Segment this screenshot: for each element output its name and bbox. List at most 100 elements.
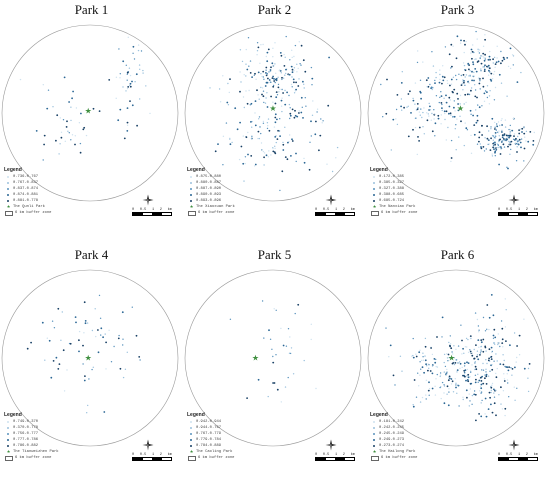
sample-point — [129, 82, 132, 85]
sample-point — [500, 148, 502, 150]
sample-point — [277, 76, 279, 79]
sample-point — [441, 109, 443, 112]
sample-point — [282, 141, 284, 144]
sample-point — [302, 59, 305, 62]
sample-point — [445, 94, 447, 97]
sample-point — [420, 359, 423, 362]
sample-point — [266, 127, 269, 130]
sample-point — [523, 132, 526, 135]
sample-point — [466, 375, 468, 377]
sample-point — [516, 345, 518, 347]
sample-point — [477, 78, 480, 80]
sample-point — [463, 352, 465, 354]
sample-point — [276, 118, 278, 121]
sample-point — [418, 111, 421, 113]
sample-point — [115, 76, 118, 79]
legend-range-label: 0.784-0.889 — [196, 444, 222, 448]
sample-point — [500, 119, 502, 122]
sample-point — [494, 151, 496, 154]
sample-point — [412, 99, 415, 102]
sample-point — [502, 363, 505, 366]
sample-point — [270, 154, 272, 156]
sample-point — [407, 135, 410, 138]
sample-point — [217, 143, 219, 146]
sample-point — [66, 369, 68, 371]
sample-point — [297, 67, 299, 70]
sample-point — [462, 347, 464, 350]
sample-point — [490, 386, 493, 389]
sample-point — [274, 147, 276, 150]
sample-point — [462, 398, 464, 401]
sample-point — [267, 77, 269, 80]
sample-point — [475, 70, 478, 73]
sample-point — [438, 81, 441, 84]
sample-point — [142, 72, 144, 74]
sample-point — [455, 359, 458, 361]
sample-point — [489, 370, 491, 372]
sample-point — [465, 389, 468, 392]
scale-segment — [152, 213, 162, 215]
sample-point — [507, 65, 510, 68]
sample-point — [498, 394, 500, 396]
sample-point — [265, 81, 268, 84]
sample-point — [468, 393, 470, 395]
sample-point — [470, 52, 472, 54]
sample-point — [118, 48, 120, 50]
sample-point — [482, 66, 484, 68]
sample-point — [78, 122, 81, 124]
scale-segment — [518, 213, 528, 215]
sample-point — [288, 103, 291, 106]
legend-class-row: 0.327-0.388 — [370, 186, 480, 192]
sample-point — [443, 97, 445, 100]
sample-point — [499, 153, 502, 155]
sample-point — [270, 95, 272, 98]
sample-point — [483, 66, 485, 68]
legend-swatch — [373, 439, 375, 441]
sample-point — [484, 38, 486, 41]
sample-point — [328, 56, 330, 59]
sample-point — [122, 344, 124, 346]
sample-point — [268, 71, 270, 73]
sample-point — [419, 401, 422, 403]
north-arrow-icon — [142, 194, 154, 206]
sample-point — [229, 138, 231, 140]
sample-point — [300, 96, 303, 99]
sample-point — [127, 86, 130, 88]
panel-title: Park 4 — [74, 247, 109, 262]
sample-point — [493, 388, 495, 391]
sample-point — [282, 92, 284, 94]
sample-point — [452, 76, 455, 79]
sample-point — [468, 75, 470, 77]
sample-point — [467, 373, 470, 376]
park-star-icon: ★ — [85, 354, 92, 363]
sample-point — [272, 382, 274, 384]
sample-point — [483, 150, 486, 152]
panel-title: Park 3 — [440, 2, 475, 17]
sample-point — [468, 405, 470, 407]
sample-point — [492, 144, 495, 147]
sample-point — [473, 124, 476, 126]
sample-point — [499, 345, 501, 348]
sample-point — [464, 69, 466, 71]
sample-point — [267, 156, 269, 158]
legend-park-row: ★ The Qunli Park — [4, 204, 114, 210]
sample-point — [254, 72, 256, 75]
sample-point — [279, 52, 282, 54]
sample-point — [454, 378, 456, 380]
park-star-icon: ★ — [189, 448, 194, 455]
sample-point — [244, 156, 247, 158]
sample-point — [412, 356, 415, 359]
sample-point — [460, 74, 462, 77]
sample-point — [469, 75, 471, 77]
sample-point — [310, 338, 312, 341]
sample-point — [289, 134, 291, 136]
sample-point — [427, 113, 429, 115]
sample-point — [303, 161, 306, 164]
sample-point — [396, 94, 399, 96]
sample-point — [435, 76, 437, 79]
sample-point — [417, 136, 419, 138]
legend-buffer-row: 6 km buffer zone — [370, 210, 480, 216]
sample-point — [310, 135, 312, 137]
sample-point — [504, 126, 507, 128]
sample-point — [462, 374, 464, 377]
